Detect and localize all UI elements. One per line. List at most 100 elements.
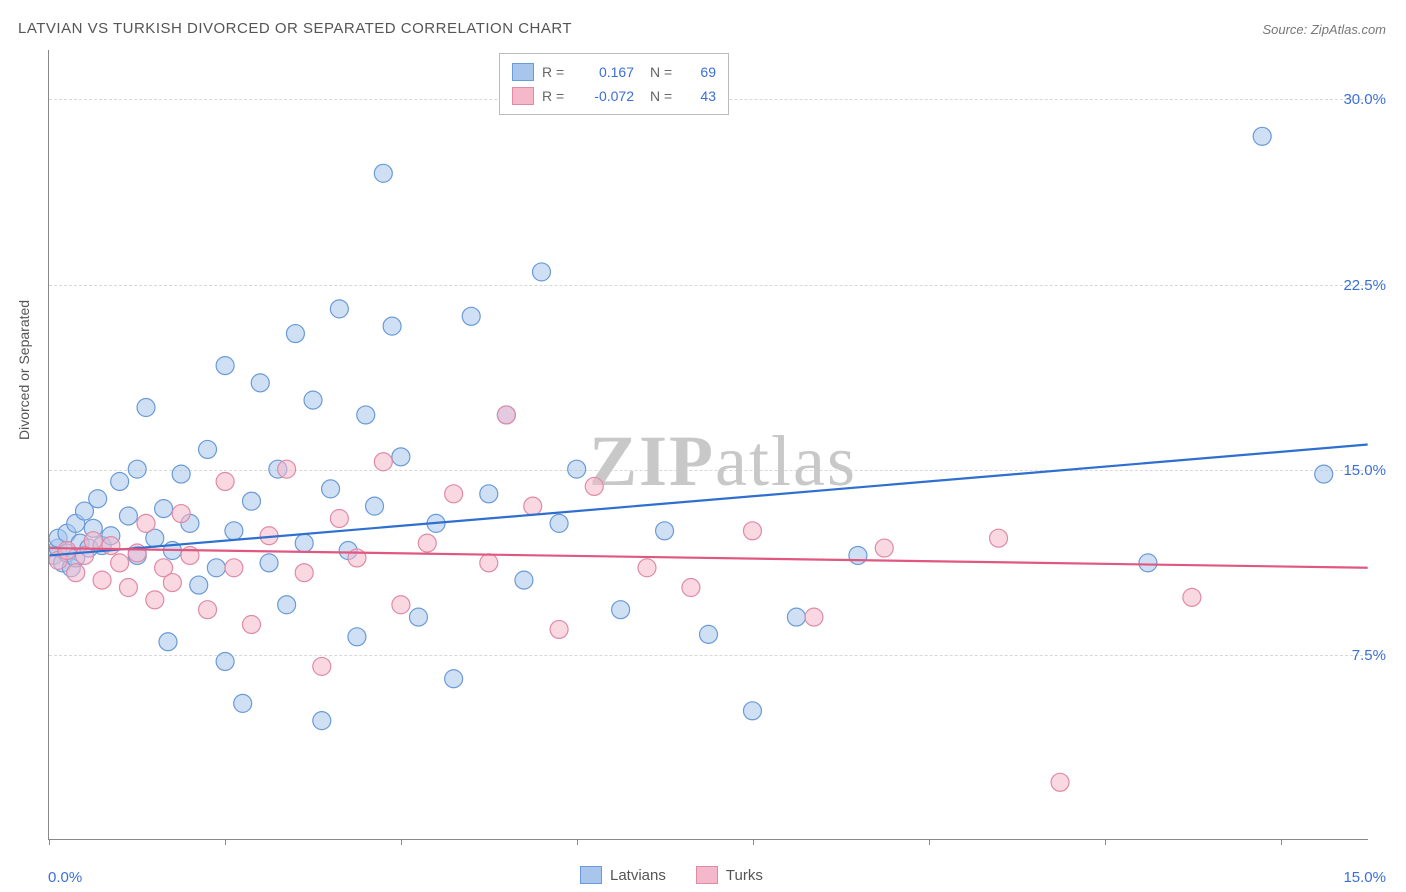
- data-point: [67, 564, 85, 582]
- data-point: [304, 391, 322, 409]
- correlation-chart: LATVIAN VS TURKISH DIVORCED OR SEPARATED…: [0, 0, 1406, 892]
- y-tick-label: 7.5%: [1352, 647, 1386, 664]
- data-point: [80, 539, 98, 557]
- gridline: [49, 655, 1368, 656]
- data-point: [427, 514, 445, 532]
- data-point: [93, 537, 111, 555]
- data-point: [146, 591, 164, 609]
- data-point: [163, 574, 181, 592]
- legend-series: LatviansTurks: [580, 866, 763, 884]
- data-point: [480, 554, 498, 572]
- data-point: [1051, 773, 1069, 791]
- data-point: [163, 542, 181, 560]
- data-point: [524, 497, 542, 515]
- n-label: N =: [650, 64, 678, 80]
- data-point: [805, 608, 823, 626]
- x-tick: [753, 839, 754, 845]
- data-point: [700, 625, 718, 643]
- x-tick: [1105, 839, 1106, 845]
- data-point: [155, 559, 173, 577]
- legend-swatch: [512, 87, 534, 105]
- plot-area: ZIPatlas R =0.167N =69R =-0.072N =43: [48, 50, 1368, 840]
- data-point: [181, 546, 199, 564]
- gridline: [49, 285, 1368, 286]
- data-point: [550, 514, 568, 532]
- data-point: [339, 542, 357, 560]
- data-point: [383, 317, 401, 335]
- legend-row: R =0.167N =69: [512, 60, 716, 84]
- x-tick: [1281, 839, 1282, 845]
- data-point: [392, 596, 410, 614]
- data-point: [159, 633, 177, 651]
- data-point: [313, 712, 331, 730]
- data-point: [102, 537, 120, 555]
- x-tick: [49, 839, 50, 845]
- data-point: [480, 485, 498, 503]
- data-point: [1183, 588, 1201, 606]
- data-point: [146, 529, 164, 547]
- data-point: [743, 522, 761, 540]
- data-point: [225, 559, 243, 577]
- data-point: [172, 505, 190, 523]
- data-point: [102, 527, 120, 545]
- data-point: [242, 616, 260, 634]
- data-point: [199, 601, 217, 619]
- data-point: [392, 448, 410, 466]
- data-point: [682, 579, 700, 597]
- data-point: [497, 406, 515, 424]
- data-point: [54, 554, 72, 572]
- legend-item: Turks: [696, 866, 763, 884]
- data-point: [260, 527, 278, 545]
- data-point: [76, 546, 94, 564]
- data-point: [62, 559, 80, 577]
- data-point: [875, 539, 893, 557]
- data-point: [1253, 127, 1271, 145]
- data-point: [155, 500, 173, 518]
- x-axis-min: 0.0%: [48, 869, 82, 886]
- data-point: [84, 532, 102, 550]
- r-value: -0.072: [578, 88, 634, 104]
- data-point: [128, 544, 146, 562]
- data-point: [374, 164, 392, 182]
- data-point: [234, 694, 252, 712]
- x-axis-max: 15.0%: [1343, 869, 1386, 886]
- data-point: [313, 657, 331, 675]
- data-point: [418, 534, 436, 552]
- data-point: [743, 702, 761, 720]
- data-point: [49, 539, 67, 557]
- data-point: [330, 300, 348, 318]
- data-point: [445, 485, 463, 503]
- y-axis-label: Divorced or Separated: [16, 300, 32, 440]
- data-point: [322, 480, 340, 498]
- trend-line: [49, 445, 1367, 556]
- y-tick-label: 22.5%: [1343, 277, 1386, 294]
- legend-swatch: [512, 63, 534, 81]
- data-point: [585, 477, 603, 495]
- data-point: [251, 374, 269, 392]
- data-point: [330, 509, 348, 527]
- data-point: [67, 514, 85, 532]
- data-point: [84, 519, 102, 537]
- data-point: [849, 546, 867, 564]
- data-point: [242, 492, 260, 510]
- data-point: [93, 571, 111, 589]
- watermark: ZIPatlas: [589, 420, 857, 503]
- data-point: [278, 596, 296, 614]
- data-point: [286, 325, 304, 343]
- data-point: [260, 554, 278, 572]
- data-point: [497, 406, 515, 424]
- data-point: [357, 406, 375, 424]
- data-point: [119, 507, 137, 525]
- data-point: [111, 554, 129, 572]
- n-value: 43: [686, 88, 716, 104]
- data-point: [49, 551, 67, 569]
- data-point: [409, 608, 427, 626]
- n-value: 69: [686, 64, 716, 80]
- y-tick-label: 15.0%: [1343, 462, 1386, 479]
- data-point: [58, 524, 76, 542]
- x-tick: [401, 839, 402, 845]
- data-point: [137, 514, 155, 532]
- data-point: [216, 472, 234, 490]
- data-point: [58, 544, 76, 562]
- data-point: [295, 534, 313, 552]
